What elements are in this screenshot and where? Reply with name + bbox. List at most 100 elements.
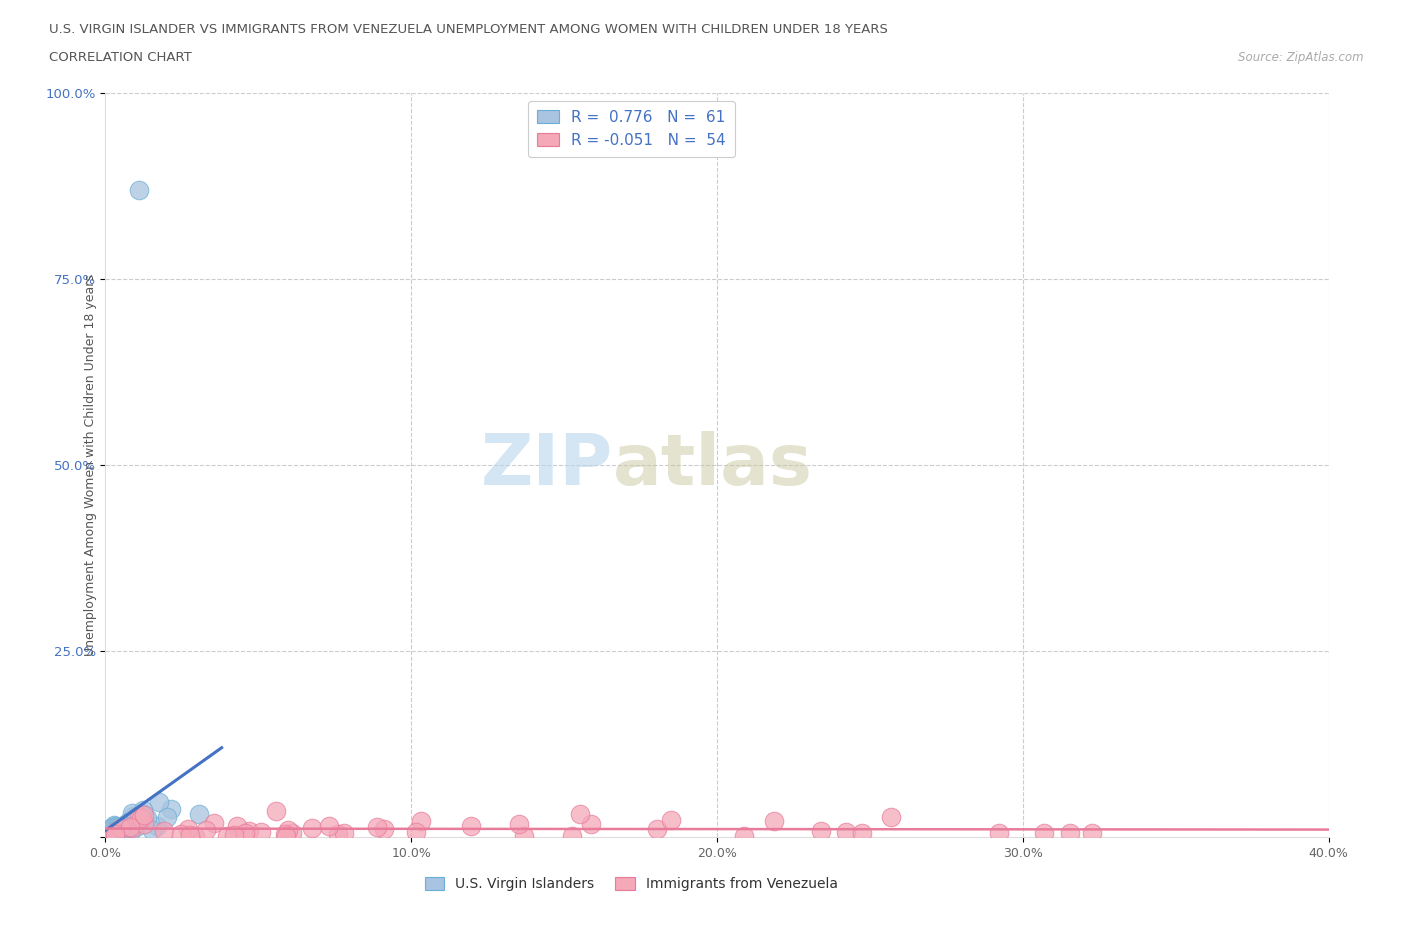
Point	[104, 825, 127, 840]
Point	[98, 829, 121, 844]
Point	[281, 825, 304, 840]
Point	[101, 820, 124, 835]
Point	[110, 824, 132, 839]
Point	[110, 825, 132, 840]
Point	[121, 808, 143, 823]
Point	[508, 817, 530, 831]
Point	[118, 820, 141, 835]
Point	[160, 802, 183, 817]
Point	[121, 805, 143, 820]
Point	[136, 811, 159, 826]
Point	[131, 806, 153, 821]
Point	[277, 822, 299, 837]
Point	[195, 823, 218, 838]
Point	[1059, 826, 1081, 841]
Point	[100, 824, 122, 839]
Point	[145, 818, 167, 833]
Point	[125, 814, 148, 829]
Point	[225, 818, 247, 833]
Point	[120, 825, 142, 840]
Point	[880, 810, 903, 825]
Point	[132, 803, 155, 817]
Point	[810, 823, 832, 838]
Point	[97, 822, 120, 837]
Point	[233, 826, 256, 841]
Point	[124, 810, 146, 825]
Point	[104, 829, 127, 844]
Point	[97, 824, 120, 839]
Point	[101, 822, 124, 837]
Text: ZIP: ZIP	[481, 431, 613, 499]
Point	[97, 828, 120, 843]
Point	[97, 823, 120, 838]
Point	[128, 810, 150, 825]
Point	[98, 828, 121, 843]
Point	[114, 820, 136, 835]
Point	[326, 827, 349, 842]
Point	[835, 825, 858, 840]
Y-axis label: Unemployment Among Women with Children Under 18 years: Unemployment Among Women with Children U…	[84, 274, 97, 656]
Point	[568, 806, 591, 821]
Text: Source: ZipAtlas.com: Source: ZipAtlas.com	[1239, 51, 1364, 64]
Point	[129, 813, 152, 828]
Point	[217, 829, 239, 844]
Point	[105, 820, 128, 835]
Point	[156, 809, 179, 824]
Point	[1033, 826, 1056, 841]
Point	[274, 829, 297, 844]
Point	[1080, 826, 1102, 841]
Point	[115, 818, 138, 833]
Point	[132, 812, 155, 827]
Point	[128, 182, 150, 197]
Point	[179, 828, 201, 843]
Point	[114, 817, 136, 831]
Point	[104, 821, 127, 836]
Point	[513, 829, 536, 844]
Point	[274, 827, 297, 842]
Point	[152, 823, 174, 838]
Point	[110, 820, 132, 835]
Point	[134, 817, 156, 831]
Point	[103, 817, 125, 832]
Point	[188, 807, 211, 822]
Point	[373, 821, 395, 836]
Point	[733, 829, 755, 844]
Point	[98, 824, 121, 839]
Point	[238, 823, 260, 838]
Point	[98, 824, 121, 839]
Point	[97, 821, 120, 836]
Point	[249, 824, 271, 839]
Point	[115, 819, 138, 834]
Point	[851, 825, 873, 840]
Point	[318, 819, 340, 834]
Point	[460, 818, 482, 833]
Point	[104, 819, 127, 834]
Point	[118, 815, 141, 830]
Point	[129, 808, 152, 823]
Point	[110, 820, 132, 835]
Legend: U.S. Virgin Islanders, Immigrants from Venezuela: U.S. Virgin Islanders, Immigrants from V…	[419, 872, 844, 897]
Point	[103, 820, 125, 835]
Point	[97, 829, 120, 844]
Point	[579, 817, 602, 831]
Point	[224, 828, 246, 843]
Point	[762, 813, 785, 828]
Point	[132, 807, 155, 822]
Point	[107, 822, 129, 837]
Point	[141, 822, 163, 837]
Text: CORRELATION CHART: CORRELATION CHART	[49, 51, 193, 64]
Point	[121, 821, 143, 836]
Point	[202, 816, 225, 830]
Point	[366, 820, 388, 835]
Point	[124, 810, 146, 825]
Point	[659, 813, 682, 828]
Text: U.S. VIRGIN ISLANDER VS IMMIGRANTS FROM VENEZUELA UNEMPLOYMENT AMONG WOMEN WITH : U.S. VIRGIN ISLANDER VS IMMIGRANTS FROM …	[49, 23, 889, 36]
Point	[104, 824, 127, 839]
Point	[131, 806, 153, 821]
Point	[107, 826, 129, 841]
Point	[125, 819, 148, 834]
Text: atlas: atlas	[613, 431, 813, 499]
Point	[333, 826, 356, 841]
Point	[107, 823, 129, 838]
Point	[131, 811, 153, 826]
